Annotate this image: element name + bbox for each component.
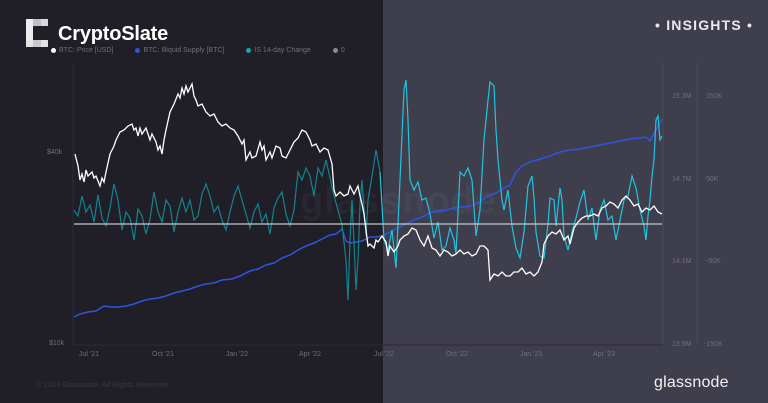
insights-badge: • INSIGHTS • (655, 17, 754, 33)
y-right2-label: -50K (706, 258, 721, 265)
glassnode-logo: glassnode (654, 374, 729, 391)
legend-label: BTC: Illiquid Supply [BTC] (143, 47, 225, 54)
legend-item-zero[interactable]: 0 (332, 47, 345, 54)
chart-legend: BTC: Price [USD] BTC: Illiquid Supply [B… (51, 47, 367, 54)
brand-title: CryptoSlate (58, 23, 169, 45)
y-right1-label: 13.5M (672, 341, 692, 348)
legend-item-price[interactable]: BTC: Price [USD] (51, 47, 113, 54)
y-right2-label: -150K (704, 341, 723, 348)
y-right2-label: 150K (706, 93, 723, 100)
background-left-panel (0, 0, 383, 403)
14day-change-line-bright (379, 79, 663, 269)
cryptoslate-logo-icon (26, 19, 48, 47)
legend-item-14day-change[interactable]: IS 14-day Change (246, 47, 311, 54)
legend-label: BTC: Price [USD] (59, 47, 114, 54)
y-right1-label: 14.1M (672, 258, 692, 265)
background-right-panel (383, 0, 768, 403)
x-axis-label: Jul '22 (373, 351, 395, 358)
y-left-label: $10k (49, 340, 65, 347)
illiquid-supply-line (73, 118, 663, 318)
legend-label: 0 (340, 47, 345, 54)
x-axis-label: Oct '21 (152, 351, 174, 358)
y-right2-label: 50K (706, 176, 719, 183)
14day-change-line (73, 149, 381, 301)
legend-dot-icon (135, 48, 141, 53)
x-axis-label: Apr '22 (299, 351, 321, 358)
legend-item-illiquid-supply[interactable]: BTC: Illiquid Supply [BTC] (135, 47, 224, 54)
x-axis-label: Oct '22 (446, 351, 468, 358)
y-right1-label: 14.7M (672, 176, 692, 183)
x-axis-label: Apr '23 (593, 351, 615, 358)
legend-dot-icon (51, 48, 56, 53)
y-left-label: $40k (47, 149, 63, 156)
x-axis-label: Jul '21 (78, 351, 100, 358)
y-right1-label: 15.3M (672, 93, 692, 100)
x-axis-label: Jan '22 (225, 351, 249, 358)
legend-dot-icon (246, 48, 252, 53)
legend-dot-icon (332, 48, 338, 53)
btc-price-line (74, 81, 663, 282)
legend-label: IS 14-day Change (254, 47, 311, 54)
copyright-text: © 2023 Glassnode. All Rights Reserved. (36, 380, 170, 389)
x-axis-label: Jan '23 (519, 351, 543, 358)
